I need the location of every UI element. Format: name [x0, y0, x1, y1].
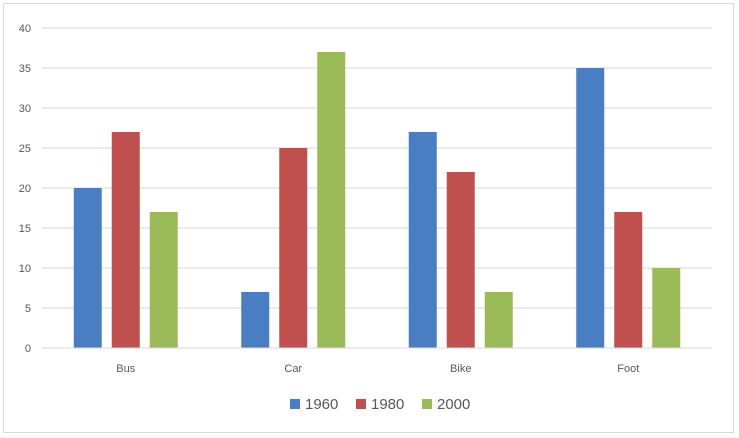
- x-category-label: Foot: [617, 363, 639, 375]
- gridlines: [42, 27, 712, 309]
- bar-foot-2000: [652, 268, 681, 348]
- legend-swatch-2000: [422, 399, 432, 409]
- x-category-label: Bike: [450, 363, 471, 375]
- bar-car-1960: [241, 292, 270, 348]
- legend: 1960 1980 2000: [290, 396, 470, 413]
- y-tick-label: 20: [19, 183, 31, 195]
- legend-swatch-1980: [356, 399, 366, 409]
- x-axis: Bus Car Bike Foot: [42, 347, 712, 375]
- y-tick-label: 35: [19, 63, 31, 75]
- bar-bus-1980: [111, 132, 140, 348]
- y-tick-label: 30: [19, 103, 31, 115]
- x-category-label: Car: [284, 363, 302, 375]
- bar-foot-1960: [576, 68, 605, 348]
- bar-car-2000: [317, 52, 346, 348]
- y-tick-label: 0: [25, 343, 31, 355]
- bar-car-1980: [279, 148, 308, 348]
- legend-label-1980: 1980: [371, 396, 404, 413]
- y-tick-label: 25: [19, 143, 31, 155]
- bars: [73, 52, 681, 348]
- legend-label-1960: 1960: [305, 396, 338, 413]
- y-tick-label: 40: [19, 23, 31, 35]
- y-tick-label: 5: [25, 303, 31, 315]
- y-axis-tick-labels: 0 5 10 15 20 25 30 35 40: [19, 23, 31, 355]
- y-tick-label: 15: [19, 223, 31, 235]
- bar-bike-1960: [408, 132, 437, 348]
- legend-swatch-1960: [290, 399, 300, 409]
- bar-foot-1980: [614, 212, 643, 348]
- x-category-label: Bus: [116, 363, 135, 375]
- bar-bike-2000: [484, 292, 513, 348]
- legend-label-2000: 2000: [437, 396, 470, 413]
- bar-bus-2000: [149, 212, 178, 348]
- bar-bike-1980: [446, 172, 475, 348]
- y-tick-label: 10: [19, 263, 31, 275]
- bar-bus-1960: [73, 188, 102, 348]
